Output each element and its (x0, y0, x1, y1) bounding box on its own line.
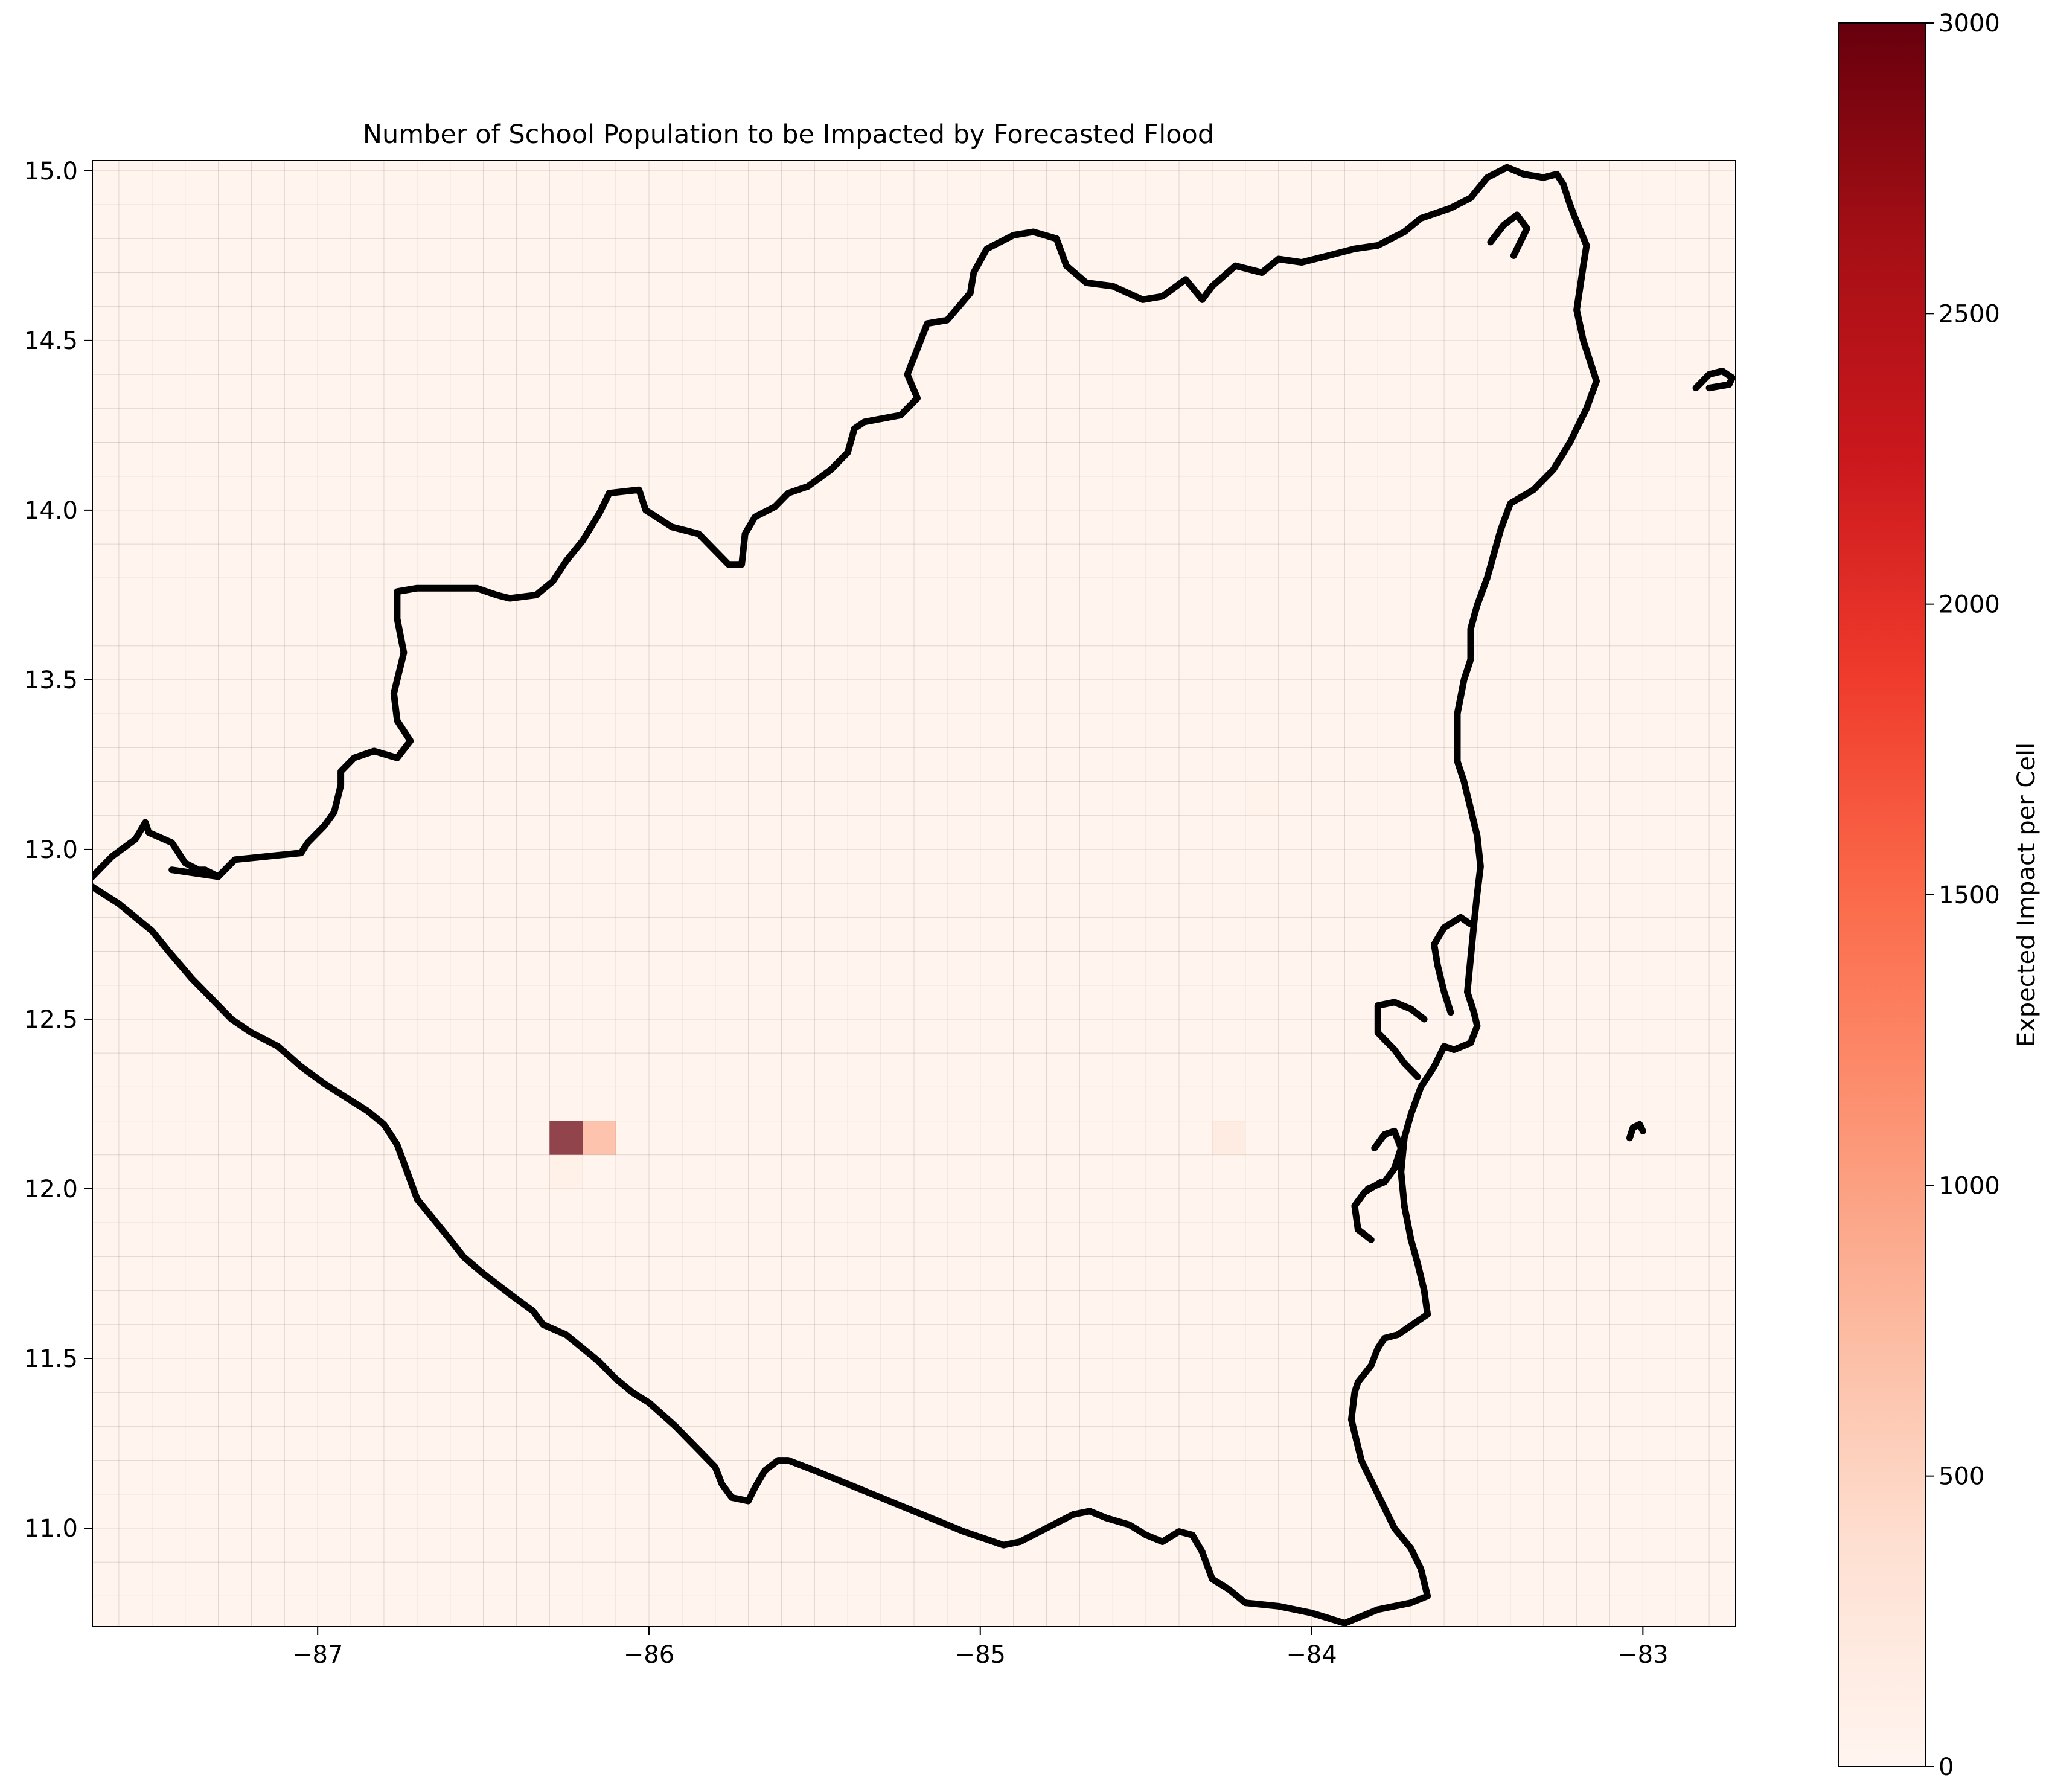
boundary-segment (1351, 1179, 1385, 1243)
boundary-segment (168, 866, 222, 880)
country-outline (92, 164, 1736, 1627)
colorbar-tick-label: 0 (1939, 1753, 1954, 1781)
boundary-segment (1692, 368, 1736, 392)
x-tick-label: −83 (1617, 1641, 1668, 1669)
x-tick-label: −86 (624, 1641, 674, 1669)
heatmap-cell (1212, 1121, 1245, 1155)
boundary-segment (1431, 914, 1474, 1016)
heatmap-cells (549, 781, 1279, 1189)
x-axis: −87 −86 −85 −84 −83 (292, 1627, 1669, 1669)
x-tick-label: −85 (955, 1641, 1006, 1669)
colorbar-tick-label: 2000 (1939, 591, 2000, 619)
colorbar-label: Expected Impact per Cell (2013, 743, 2041, 1047)
heatmap-cell (549, 1154, 583, 1189)
colorbar-tick-label: 2500 (1939, 300, 2000, 328)
chart-title: Number of School Population to be Impact… (363, 120, 1214, 150)
x-tick-label: −87 (292, 1641, 343, 1669)
colorbar-tick-label: 3000 (1939, 10, 2000, 37)
colorbar-tick-label: 1500 (1939, 882, 2000, 909)
country-boundary-line (92, 164, 1600, 1627)
y-tick-label: 11.5 (24, 1345, 78, 1373)
x-tick-label: −84 (1286, 1641, 1337, 1669)
plot-area (92, 161, 1736, 1627)
colorbar-ticks: 0 500 1000 1500 2000 2500 3000 (1925, 10, 2000, 1781)
grid-lines (92, 161, 1736, 1627)
colorbar-tick-label: 1000 (1939, 1172, 2000, 1200)
y-tick-label: 13.0 (24, 836, 78, 864)
colorbar-tick-label: 500 (1939, 1463, 1984, 1491)
heatmap-cell (549, 1121, 583, 1155)
y-tick-label: 11.0 (24, 1515, 78, 1543)
colorbar-gradient (1838, 22, 1926, 1767)
heatmap-cell (1245, 781, 1279, 816)
plot-frame (92, 160, 1736, 1627)
y-tick-label: 14.5 (24, 327, 78, 355)
heatmap-cell (616, 1154, 649, 1189)
y-axis: 11.0 11.5 12.0 12.5 13.0 13.5 14.0 14.5 15.0 (24, 158, 92, 1543)
y-tick-label: 14.0 (24, 497, 78, 525)
y-tick-label: 12.0 (24, 1176, 78, 1203)
y-tick-label: 12.5 (24, 1006, 78, 1034)
boundary-segment (1487, 211, 1530, 259)
heatmap-cell (583, 1121, 616, 1155)
colorbar: 0 500 1000 1500 2000 2500 3000 Expected Impact… (1838, 10, 2041, 1781)
y-tick-label: 15.0 (24, 158, 78, 185)
boundary-segment (1374, 999, 1428, 1080)
y-tick-label: 13.5 (24, 667, 78, 694)
boundary-segment (1626, 1121, 1646, 1142)
